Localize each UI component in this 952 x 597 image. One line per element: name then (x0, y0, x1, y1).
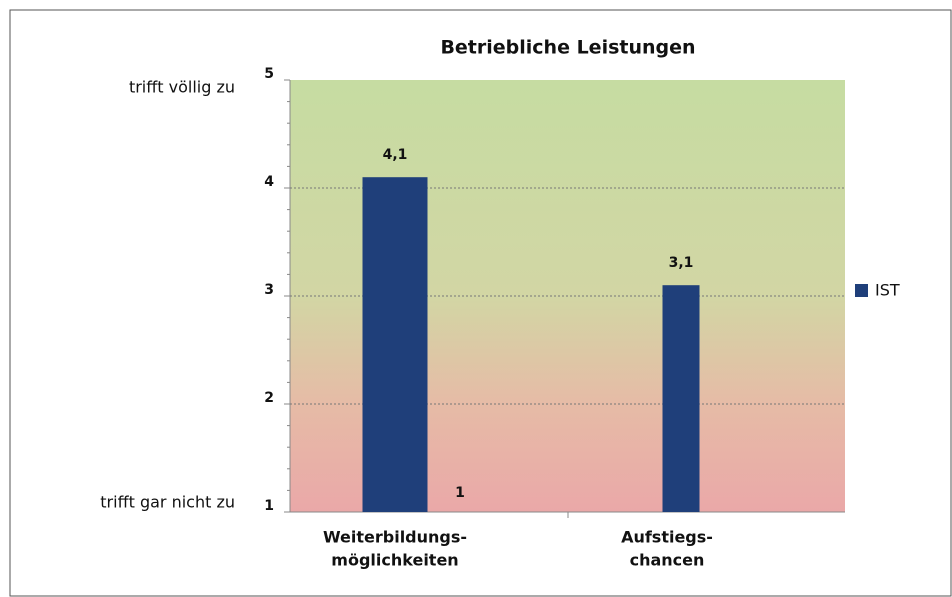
bar (362, 177, 428, 512)
x-tick-label: möglichkeiten (331, 551, 458, 570)
x-tick-label: chancen (630, 551, 705, 570)
y-tick-label: 1 (264, 498, 274, 514)
y-tick-label: 5 (264, 66, 274, 82)
bar (662, 285, 700, 512)
y-tick-label: 3 (264, 282, 274, 298)
x-tick-label: Aufstiegs- (621, 528, 713, 547)
axis-end-label: trifft völlig zu (129, 78, 235, 97)
axis-end-label: trifft gar nicht zu (100, 493, 235, 512)
legend-swatch (855, 284, 868, 297)
annotation: 1 (455, 485, 465, 501)
data-label: 3,1 (669, 255, 694, 271)
data-label: 4,1 (383, 147, 408, 163)
y-tick-label: 4 (264, 174, 274, 190)
chart-title: Betriebliche Leistungen (440, 37, 695, 59)
legend-label: IST (875, 281, 900, 300)
x-tick-label: Weiterbildungs- (323, 528, 467, 547)
y-tick-label: 2 (264, 390, 274, 406)
